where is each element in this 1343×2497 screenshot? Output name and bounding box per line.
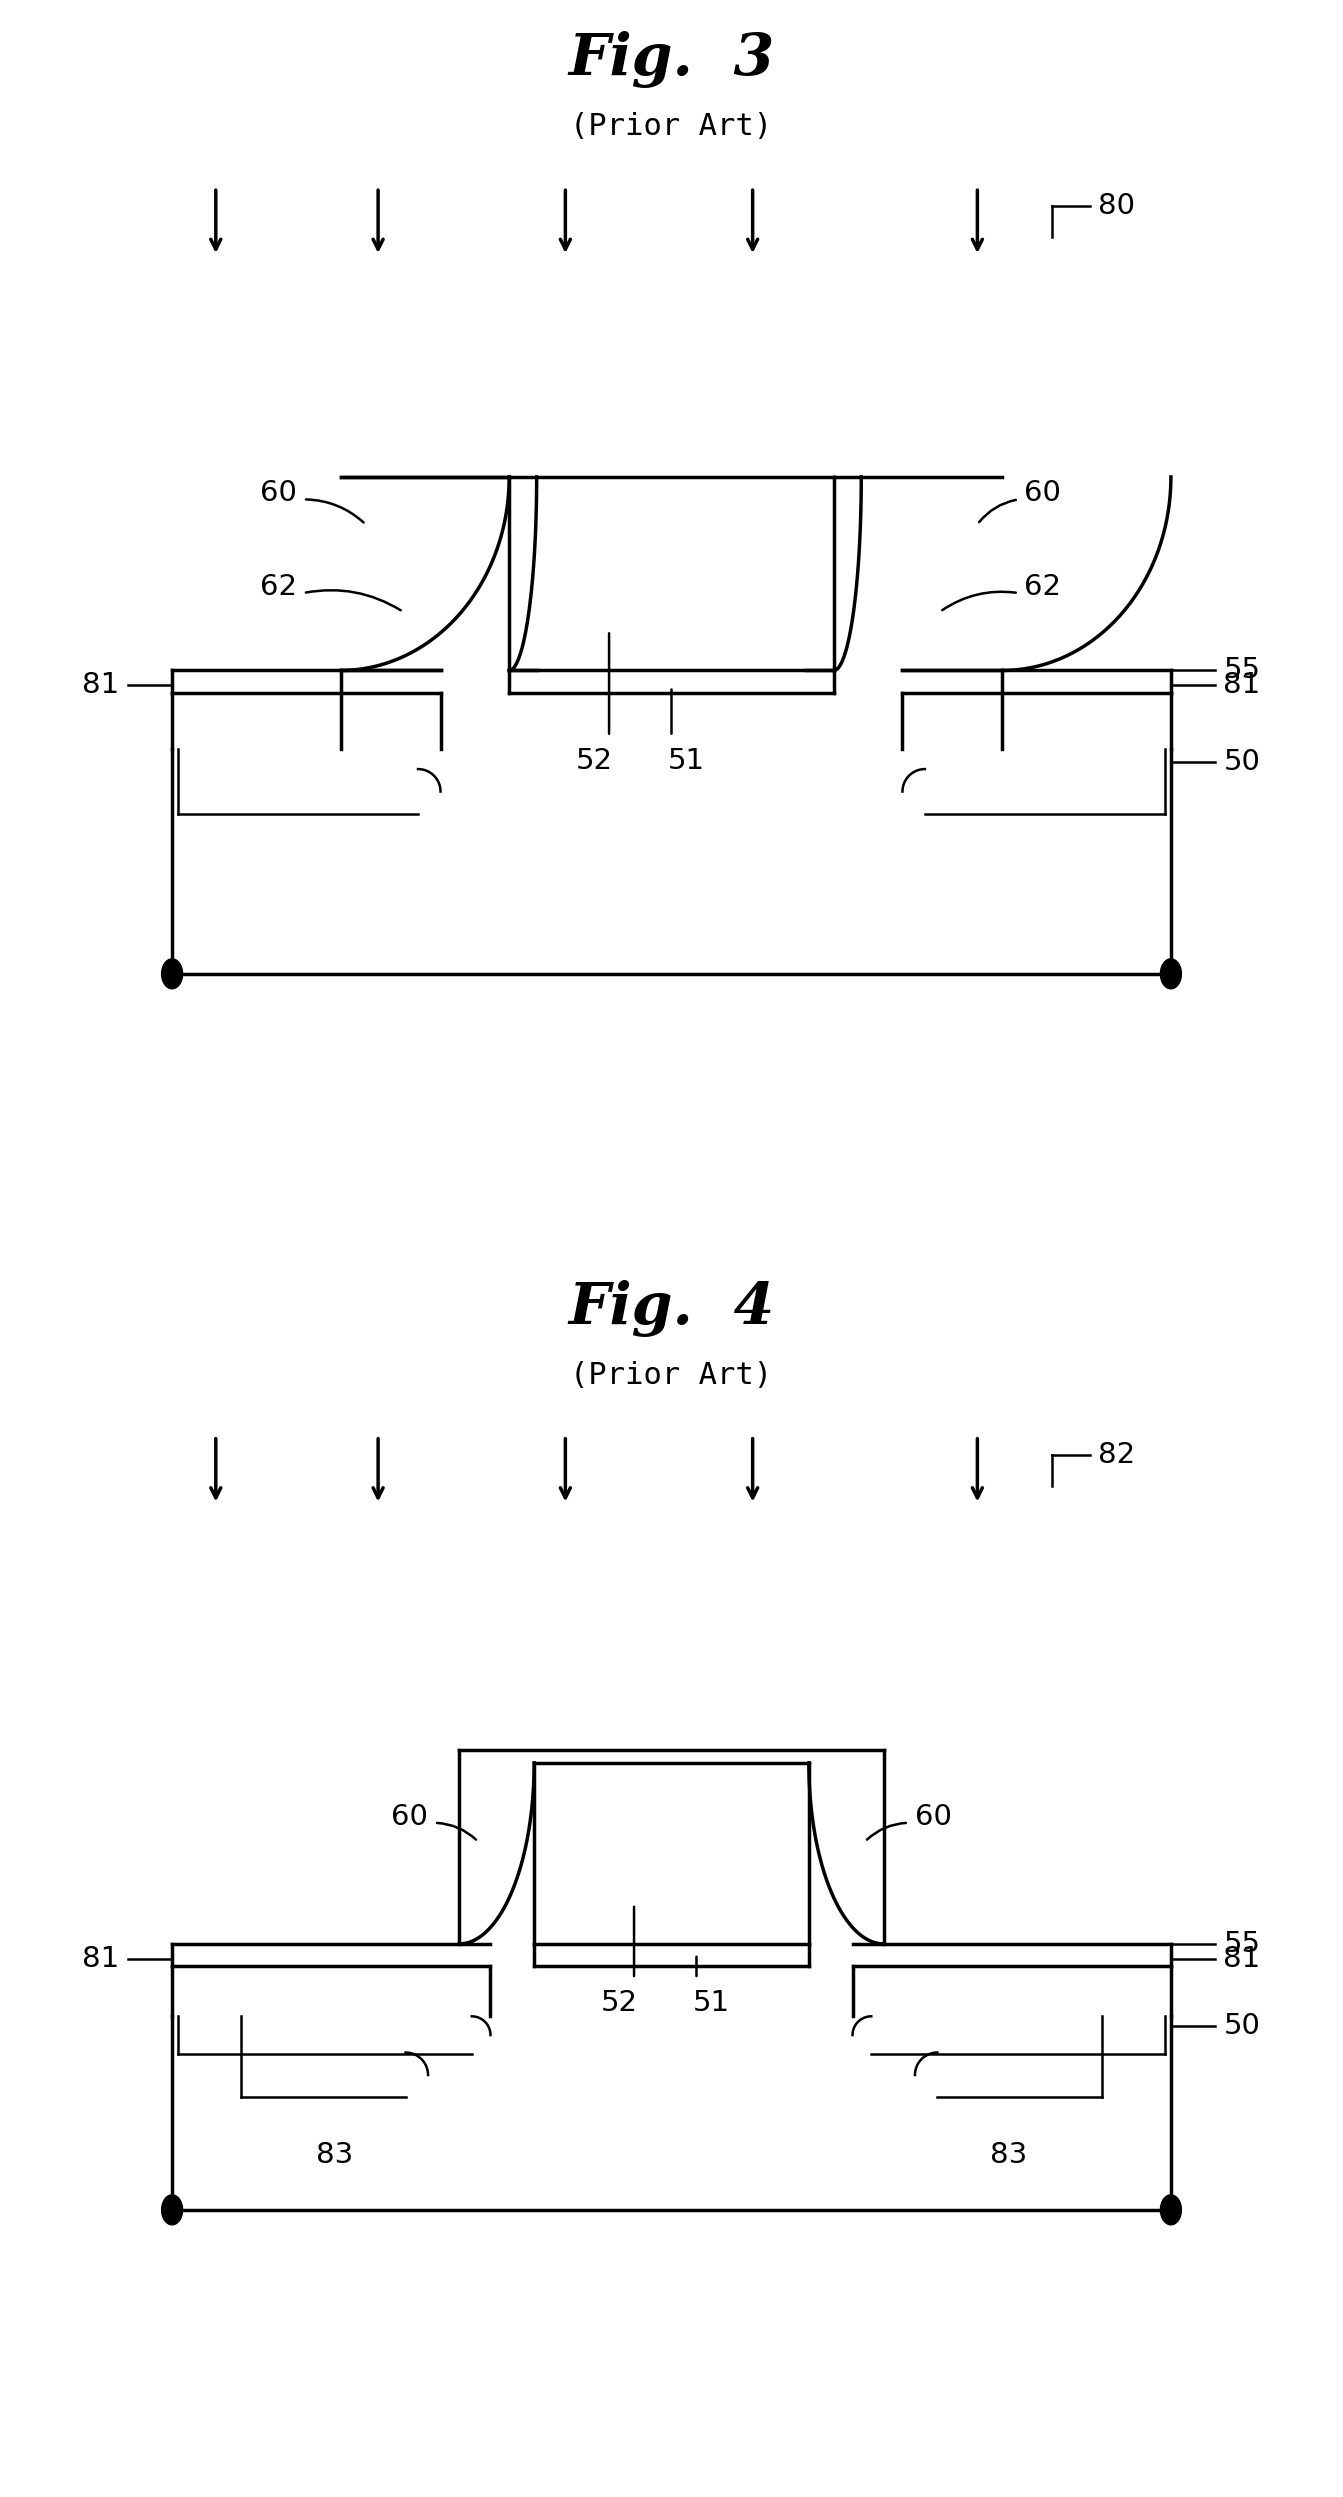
Polygon shape [161,2195,183,2225]
Text: 82: 82 [1099,1441,1136,1468]
Text: 51: 51 [667,747,705,774]
Text: 51: 51 [693,1988,731,2018]
Text: 60: 60 [391,1803,428,1830]
Text: Fig.  4: Fig. 4 [568,1278,775,1336]
Text: (Prior Art): (Prior Art) [571,1361,772,1391]
Text: 55: 55 [1223,1930,1260,1958]
Text: 62: 62 [1023,572,1061,602]
Text: 52: 52 [600,1988,638,2018]
Text: 50: 50 [1223,747,1260,777]
Text: (Prior Art): (Prior Art) [571,112,772,142]
Text: 81: 81 [1223,672,1261,699]
Polygon shape [1160,2195,1182,2225]
Polygon shape [1160,959,1182,989]
Text: 52: 52 [576,747,612,774]
Text: 60: 60 [1023,479,1061,507]
Text: 60: 60 [261,479,297,507]
Text: 83: 83 [316,2140,353,2170]
Text: 81: 81 [82,1945,120,1973]
Text: 62: 62 [261,572,297,602]
Text: 81: 81 [82,672,120,699]
Text: 83: 83 [990,2140,1027,2170]
Text: 60: 60 [915,1803,952,1830]
Text: 50: 50 [1223,2013,1260,2040]
Text: 81: 81 [1223,1945,1261,1973]
Polygon shape [161,959,183,989]
Text: 55: 55 [1223,657,1260,684]
Text: Fig.  3: Fig. 3 [568,30,775,87]
Text: 80: 80 [1099,192,1135,220]
